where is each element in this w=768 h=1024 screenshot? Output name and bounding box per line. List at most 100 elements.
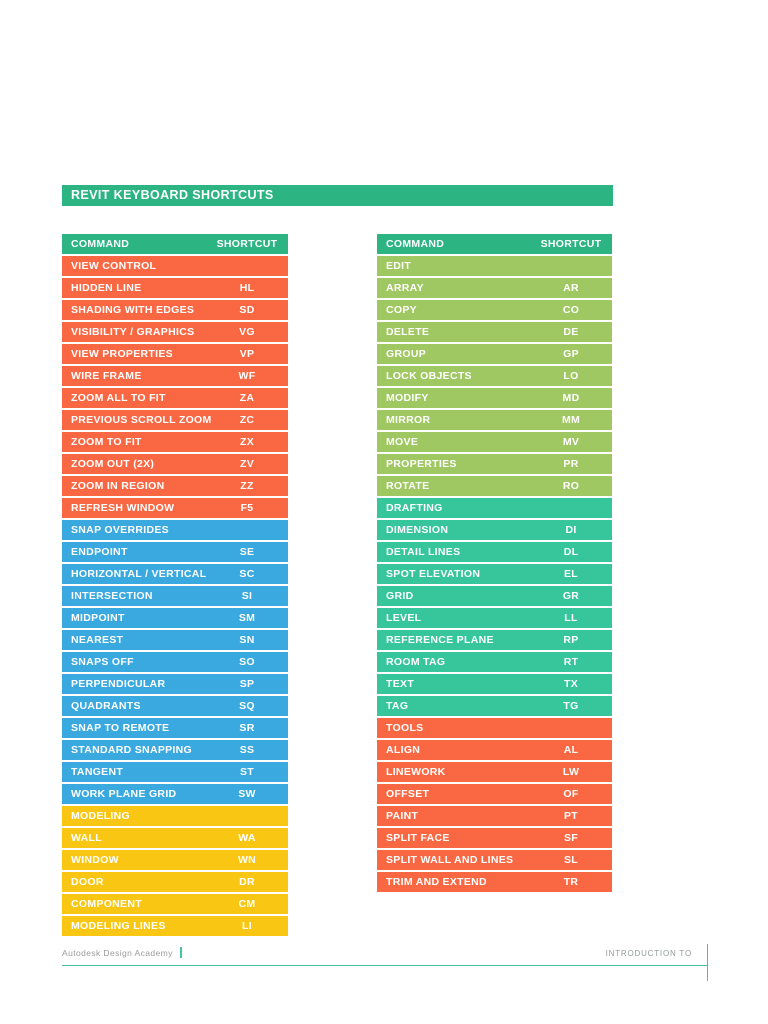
- command-label: WALL: [71, 832, 102, 844]
- table-row: NEAREST SN: [62, 630, 288, 650]
- shortcut-value: VG: [239, 326, 255, 338]
- shortcut-value: GR: [562, 590, 580, 602]
- table-row: SPLIT WALL AND LINES SL: [377, 850, 612, 870]
- shortcut-value: ZX: [239, 436, 255, 448]
- command-label: MIDPOINT: [71, 612, 125, 624]
- table-row: OFFSET OF: [377, 784, 612, 804]
- command-label: ZOOM ALL TO FIT: [71, 392, 166, 404]
- footer-branding-label: Autodesk Design Academy: [62, 947, 173, 958]
- command-label: LEVEL: [386, 612, 422, 624]
- table-row: MOVE MV: [377, 432, 612, 452]
- shortcut-value: CO: [562, 304, 580, 316]
- command-label: TEXT: [386, 678, 415, 690]
- command-label: REFERENCE PLANE: [386, 634, 494, 646]
- command-label: TAG: [386, 700, 409, 712]
- command-label: SNAPS OFF: [71, 656, 134, 668]
- command-label: TRIM AND EXTEND: [386, 876, 487, 888]
- shortcut-value: ZZ: [240, 480, 254, 492]
- section-title: MODELING: [71, 810, 130, 822]
- shortcut-value: DI: [565, 524, 577, 536]
- shortcut-value: PR: [563, 458, 579, 470]
- shortcut-value: ZV: [239, 458, 255, 470]
- shortcut-table-left: COMMAND SHORTCUT VIEW CONTROL HIDDEN LINE…: [62, 234, 288, 936]
- command-label: COPY: [386, 304, 417, 316]
- shortcut-value: LL: [564, 612, 578, 624]
- table-row: LOCK OBJECTS LO: [377, 366, 612, 386]
- shortcut-value: ZC: [239, 414, 255, 426]
- table-row: SPOT ELEVATION EL: [377, 564, 612, 584]
- command-label: REFRESH WINDOW: [71, 502, 175, 514]
- table-row: VISIBILITY / GRAPHICS VG: [62, 322, 288, 342]
- table-row: MODIFY MD: [377, 388, 612, 408]
- table-row: ZOOM IN REGION ZZ: [62, 476, 288, 496]
- command-label: ZOOM TO FIT: [71, 436, 142, 448]
- command-label: SNAP TO REMOTE: [71, 722, 170, 734]
- table-row: ROTATE RO: [377, 476, 612, 496]
- command-column-header: COMMAND: [386, 238, 445, 250]
- command-label: HIDDEN LINE: [71, 282, 142, 294]
- table-row: SNAP TO REMOTE SR: [62, 718, 288, 738]
- shortcut-value: SL: [563, 854, 579, 866]
- command-label: OFFSET: [386, 788, 430, 800]
- section-title: VIEW CONTROL: [71, 260, 157, 272]
- command-label: PREVIOUS SCROLL ZOOM: [71, 414, 212, 426]
- table-row: ZOOM ALL TO FIT ZA: [62, 388, 288, 408]
- table-row: ARRAY AR: [377, 278, 612, 298]
- shortcut-value: LW: [562, 766, 580, 778]
- command-label: HORIZONTAL / VERTICAL: [71, 568, 207, 580]
- table-header-row: COMMAND SHORTCUT: [377, 234, 612, 254]
- shortcut-value: SO: [239, 656, 255, 668]
- section-header-row: DRAFTING: [377, 498, 612, 518]
- page-title: REVIT KEYBOARD SHORTCUTS: [62, 185, 613, 206]
- command-label: NEAREST: [71, 634, 124, 646]
- table-header-row: COMMAND SHORTCUT: [62, 234, 288, 254]
- command-label: INTERSECTION: [71, 590, 153, 602]
- shortcut-value: SD: [239, 304, 255, 316]
- section-header-row: EDIT: [377, 256, 612, 276]
- command-label: VIEW PROPERTIES: [71, 348, 173, 360]
- command-label: TANGENT: [71, 766, 124, 778]
- command-label: MIRROR: [386, 414, 431, 426]
- command-label: SHADING WITH EDGES: [71, 304, 195, 316]
- table-row: ZOOM OUT (2X) ZV: [62, 454, 288, 474]
- shortcut-value: AL: [563, 744, 579, 756]
- table-row: SPLIT FACE SF: [377, 828, 612, 848]
- table-row: ROOM TAG RT: [377, 652, 612, 672]
- command-label: DELETE: [386, 326, 430, 338]
- table-row: GRID GR: [377, 586, 612, 606]
- shortcut-value: PT: [563, 810, 579, 822]
- footer-branding: Autodesk Design Academy: [62, 947, 182, 958]
- command-label: WINDOW: [71, 854, 119, 866]
- table-row: ENDPOINT SE: [62, 542, 288, 562]
- command-label: LOCK OBJECTS: [386, 370, 472, 382]
- shortcut-value: ZA: [239, 392, 255, 404]
- command-label: MODIFY: [386, 392, 429, 404]
- table-row: PROPERTIES PR: [377, 454, 612, 474]
- table-row: QUADRANTS SQ: [62, 696, 288, 716]
- shortcut-value: RT: [563, 656, 579, 668]
- command-column-header: COMMAND: [71, 238, 130, 250]
- shortcut-value: GP: [563, 348, 579, 360]
- command-label: SPOT ELEVATION: [386, 568, 481, 580]
- table-row: HIDDEN LINE HL: [62, 278, 288, 298]
- table-row: LINEWORK LW: [377, 762, 612, 782]
- section-header-row: TOOLS: [377, 718, 612, 738]
- command-label: MODELING LINES: [71, 920, 166, 932]
- shortcut-value: F5: [240, 502, 254, 514]
- command-label: ROOM TAG: [386, 656, 446, 668]
- command-label: PERPENDICULAR: [71, 678, 166, 690]
- table-row: MODELING LINES LI: [62, 916, 288, 936]
- table-row: TEXT TX: [377, 674, 612, 694]
- command-label: DIMENSION: [386, 524, 449, 536]
- shortcut-value: OF: [563, 788, 579, 800]
- shortcut-value: WF: [238, 370, 256, 382]
- command-label: DOOR: [71, 876, 104, 888]
- table-row: DOOR DR: [62, 872, 288, 892]
- command-label: WIRE FRAME: [71, 370, 142, 382]
- command-label: WORK PLANE GRID: [71, 788, 177, 800]
- shortcut-value: SM: [238, 612, 256, 624]
- shortcut-value: MV: [562, 436, 580, 448]
- table-row: ALIGN AL: [377, 740, 612, 760]
- shortcut-value: MD: [562, 392, 580, 404]
- footer-vertical-rule: [707, 944, 708, 981]
